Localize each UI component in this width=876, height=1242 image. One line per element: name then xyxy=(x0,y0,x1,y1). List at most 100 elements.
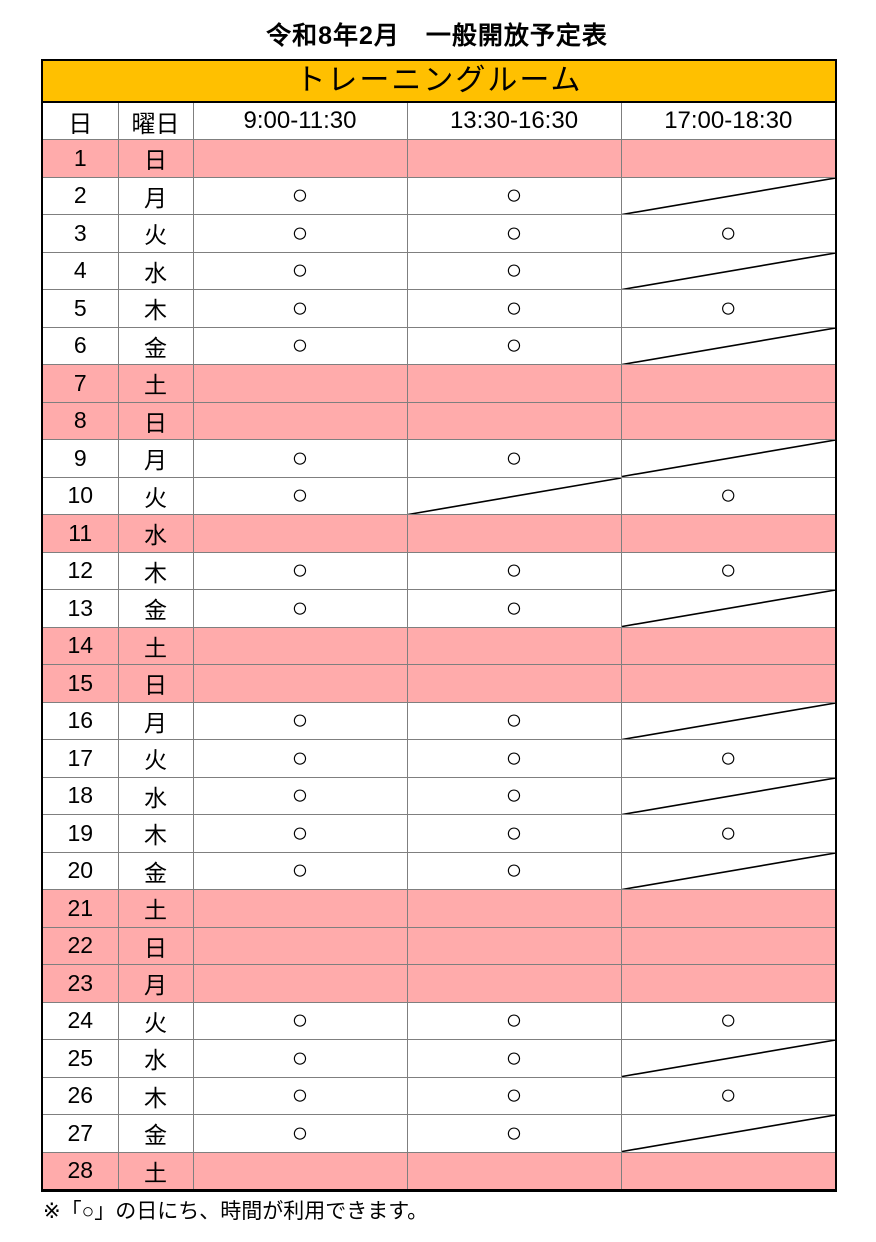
slot-open-cell: ○ xyxy=(406,776,622,815)
slot-open-cell: ○ xyxy=(192,439,408,478)
slot-open-cell: ○ xyxy=(192,776,408,815)
open-circle-mark: ○ xyxy=(505,441,523,473)
slot-closed-cell xyxy=(406,514,622,553)
slot-unavailable-cell xyxy=(620,701,836,740)
schedule-row-day-26: 26 木 ○ ○ ○ xyxy=(43,1076,835,1115)
slot-closed-cell xyxy=(192,926,408,965)
slot-closed-cell xyxy=(192,364,408,403)
slot-open-cell: ○ xyxy=(620,551,835,590)
weekday-cell: 土 xyxy=(117,1151,194,1189)
weekday-cell: 日 xyxy=(117,664,194,703)
weekday-cell: 火 xyxy=(117,476,194,515)
day-number-cell: 22 xyxy=(43,926,119,965)
weekday-cell: 金 xyxy=(117,1114,194,1153)
open-circle-mark: ○ xyxy=(291,216,309,248)
column-header-day: 日 xyxy=(43,103,119,140)
weekday-cell: 月 xyxy=(117,964,194,1003)
weekday-cell: 月 xyxy=(117,439,194,478)
slot-unavailable-cell xyxy=(620,251,835,290)
day-number-cell: 5 xyxy=(43,289,119,328)
slot-unavailable-cell xyxy=(620,439,835,478)
slot-closed-cell xyxy=(620,364,835,403)
slot-open-cell: ○ xyxy=(192,1001,408,1040)
schedule-table: 日 曜日 9:00-11:30 13:30-16:30 17:00-18:30 … xyxy=(43,103,835,1189)
weekday-cell: 木 xyxy=(117,551,194,590)
weekday-cell: 木 xyxy=(117,1076,194,1115)
slot-open-cell: ○ xyxy=(192,1039,408,1078)
slot-unavailable-cell xyxy=(620,776,835,815)
slot-closed-cell xyxy=(406,139,622,178)
slot-open-cell: ○ xyxy=(192,851,408,890)
slot-closed-cell xyxy=(620,139,835,178)
schedule-row-day-28: 28 土 xyxy=(43,1151,835,1189)
slot-closed-cell xyxy=(406,664,622,703)
diagonal-slash-icon xyxy=(622,328,836,365)
slot-open-cell: ○ xyxy=(192,176,408,215)
day-number-cell: 7 xyxy=(43,364,119,403)
day-number-cell: 24 xyxy=(43,1001,119,1040)
slot-open-cell: ○ xyxy=(406,326,622,365)
open-circle-mark: ○ xyxy=(719,554,737,586)
schedule-sheet: トレーニングルーム 日 曜日 9:00-11:30 13:30-16:30 17… xyxy=(41,59,837,1192)
day-number-cell: 12 xyxy=(43,551,119,590)
weekday-cell: 月 xyxy=(117,176,194,215)
slot-closed-cell xyxy=(192,1151,408,1189)
footnote: ※「○」の日にち、時間が利用できます。 xyxy=(43,1200,429,1223)
day-number-cell: 11 xyxy=(43,514,119,553)
column-header-evening: 17:00-18:30 xyxy=(620,103,835,140)
weekday-cell: 金 xyxy=(117,326,194,365)
day-number-cell: 14 xyxy=(43,626,119,665)
slot-closed-cell xyxy=(620,1151,835,1189)
slot-open-cell: ○ xyxy=(620,476,835,515)
weekday-cell: 水 xyxy=(117,776,194,815)
open-circle-mark: ○ xyxy=(291,816,309,848)
diagonal-slash-icon xyxy=(622,1115,836,1152)
diagonal-slash-icon xyxy=(622,1040,836,1077)
slot-open-cell: ○ xyxy=(406,251,622,290)
slot-closed-cell xyxy=(406,889,622,928)
open-circle-mark: ○ xyxy=(291,179,309,211)
weekday-cell: 水 xyxy=(117,514,194,553)
diagonal-slash-icon xyxy=(622,703,836,740)
open-circle-mark: ○ xyxy=(291,291,309,323)
slot-open-cell: ○ xyxy=(192,739,408,778)
slot-closed-cell xyxy=(192,514,408,553)
open-circle-mark: ○ xyxy=(291,441,309,473)
day-number-cell: 20 xyxy=(43,851,119,890)
day-number-cell: 9 xyxy=(43,439,119,478)
slot-open-cell: ○ xyxy=(192,289,408,328)
slot-unavailable-cell xyxy=(620,1039,836,1078)
slot-open-cell: ○ xyxy=(406,851,622,890)
open-circle-mark: ○ xyxy=(505,554,523,586)
slot-closed-cell xyxy=(620,664,835,703)
day-number-cell: 23 xyxy=(43,964,119,1003)
slot-open-cell: ○ xyxy=(192,1114,408,1153)
weekday-cell: 金 xyxy=(117,851,194,890)
open-circle-mark: ○ xyxy=(505,591,523,623)
slot-open-cell: ○ xyxy=(406,814,622,853)
slot-open-cell: ○ xyxy=(192,589,408,628)
weekday-cell: 日 xyxy=(117,401,194,440)
slot-open-cell: ○ xyxy=(620,289,835,328)
open-circle-mark: ○ xyxy=(719,1079,737,1111)
schedule-row-day-21: 21 土 xyxy=(43,889,835,928)
day-number-cell: 2 xyxy=(43,176,119,215)
weekday-cell: 土 xyxy=(117,626,194,665)
open-circle-mark: ○ xyxy=(291,741,309,773)
day-number-cell: 4 xyxy=(43,251,119,290)
open-circle-mark: ○ xyxy=(505,1041,523,1073)
schedule-row-day-25: 25 水 ○ ○ xyxy=(43,1039,836,1078)
slot-open-cell: ○ xyxy=(406,439,622,478)
slot-open-cell: ○ xyxy=(406,1076,622,1115)
open-circle-mark: ○ xyxy=(719,741,737,773)
slot-open-cell: ○ xyxy=(192,326,408,365)
weekday-cell: 日 xyxy=(117,926,194,965)
slot-open-cell: ○ xyxy=(620,739,835,778)
day-number-cell: 17 xyxy=(43,739,119,778)
open-circle-mark: ○ xyxy=(291,854,309,886)
schedule-row-day-13: 13 金 ○ ○ xyxy=(43,589,835,628)
open-circle-mark: ○ xyxy=(291,1004,309,1036)
diagonal-slash-icon xyxy=(408,478,621,515)
open-circle-mark: ○ xyxy=(505,854,523,886)
